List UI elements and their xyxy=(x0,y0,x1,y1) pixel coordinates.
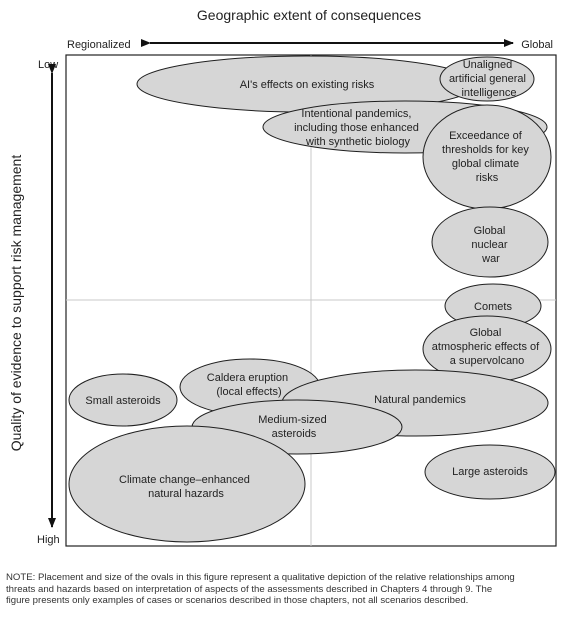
risk-matrix-diagram: Geographic extent of consequences Region… xyxy=(0,0,561,570)
y-axis-top-label: Low xyxy=(38,59,58,71)
note-line-3: figure presents only examples of cases o… xyxy=(6,595,554,607)
label-small-asteroids: Small asteroids xyxy=(85,395,161,407)
label-intentional-pandemics: Intentional pandemics, including those e… xyxy=(294,108,422,148)
label-ai-effects: AI's effects on existing risks xyxy=(240,79,375,91)
label-large-asteroids: Large asteroids xyxy=(452,466,528,478)
label-natural-pandemics: Natural pandemics xyxy=(374,394,466,406)
note-line-2: threats and hazards based on interpretat… xyxy=(6,584,554,596)
note-line-1: NOTE: Placement and size of the ovals in… xyxy=(6,572,554,584)
x-axis-left-label: Regionalized xyxy=(67,39,131,51)
y-axis-title: Quality of evidence to support risk mana… xyxy=(8,155,24,452)
figure-note: NOTE: Placement and size of the ovals in… xyxy=(6,572,554,607)
oval-climate-thresholds xyxy=(423,105,551,209)
x-axis-title: Geographic extent of consequences xyxy=(197,7,421,23)
x-axis-right-label: Global xyxy=(521,39,553,51)
label-comets: Comets xyxy=(474,301,512,313)
y-axis-bottom-label: High xyxy=(37,534,60,546)
